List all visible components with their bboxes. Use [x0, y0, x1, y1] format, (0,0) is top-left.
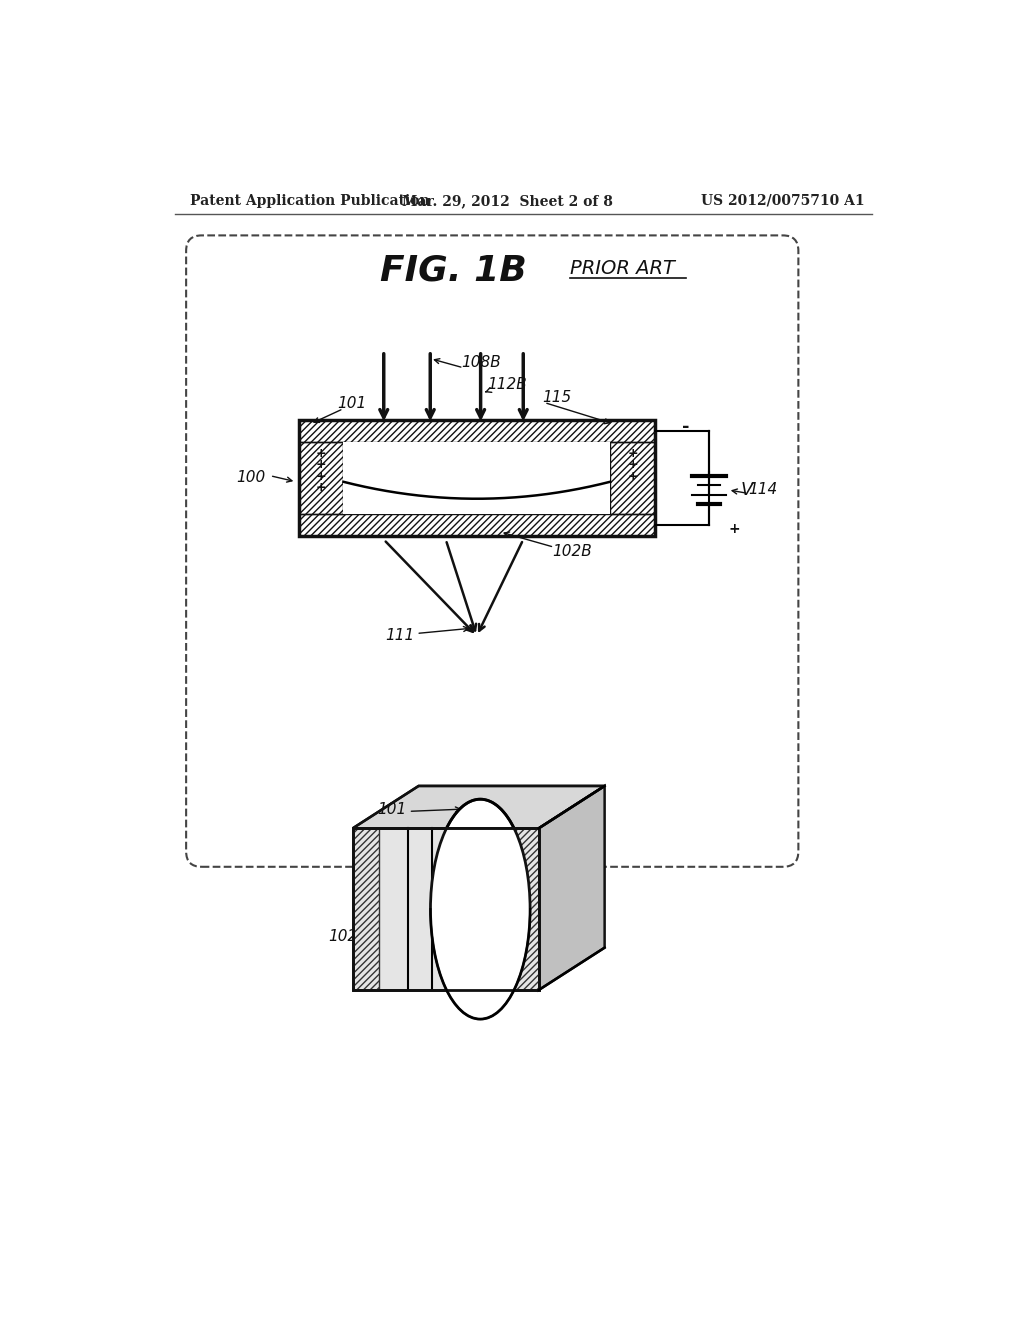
Text: +: +	[728, 521, 740, 536]
Text: US 2012/0075710 A1: US 2012/0075710 A1	[700, 194, 864, 207]
Bar	[299, 420, 655, 536]
Text: +: +	[315, 458, 327, 471]
Text: Patent Application Publication: Patent Application Publication	[190, 194, 430, 207]
Bar	[352, 829, 539, 990]
Text: FIG. 1B: FIG. 1B	[380, 253, 527, 286]
Bar	[343, 442, 610, 515]
Bar	[352, 829, 379, 990]
Text: 112B: 112B	[486, 376, 526, 392]
Text: 111: 111	[385, 628, 415, 643]
Polygon shape	[352, 785, 604, 829]
Text: 115: 115	[543, 389, 571, 405]
Text: -: -	[682, 418, 690, 436]
Text: +: +	[628, 458, 638, 471]
Bar	[610, 442, 655, 515]
Text: 101: 101	[337, 396, 367, 411]
Text: 108B: 108B	[461, 355, 501, 370]
Text: +: +	[315, 482, 327, 495]
Text: 102B: 102B	[553, 544, 593, 558]
Text: +: +	[628, 470, 638, 483]
Bar	[352, 829, 539, 990]
Text: 100: 100	[237, 470, 266, 486]
Bar	[299, 515, 655, 536]
Text: 102B: 102B	[329, 928, 369, 944]
Polygon shape	[539, 785, 604, 990]
Ellipse shape	[430, 799, 530, 1019]
Bar	[299, 420, 655, 442]
Text: V: V	[740, 480, 753, 499]
Text: Mar. 29, 2012  Sheet 2 of 8: Mar. 29, 2012 Sheet 2 of 8	[402, 194, 613, 207]
Bar	[299, 442, 343, 515]
Bar	[513, 829, 539, 990]
Text: PRIOR ART: PRIOR ART	[569, 259, 675, 279]
Text: +: +	[315, 446, 327, 459]
Text: 101: 101	[378, 801, 407, 817]
Text: +: +	[628, 446, 638, 459]
Text: +: +	[315, 470, 327, 483]
Text: 114: 114	[748, 482, 777, 498]
